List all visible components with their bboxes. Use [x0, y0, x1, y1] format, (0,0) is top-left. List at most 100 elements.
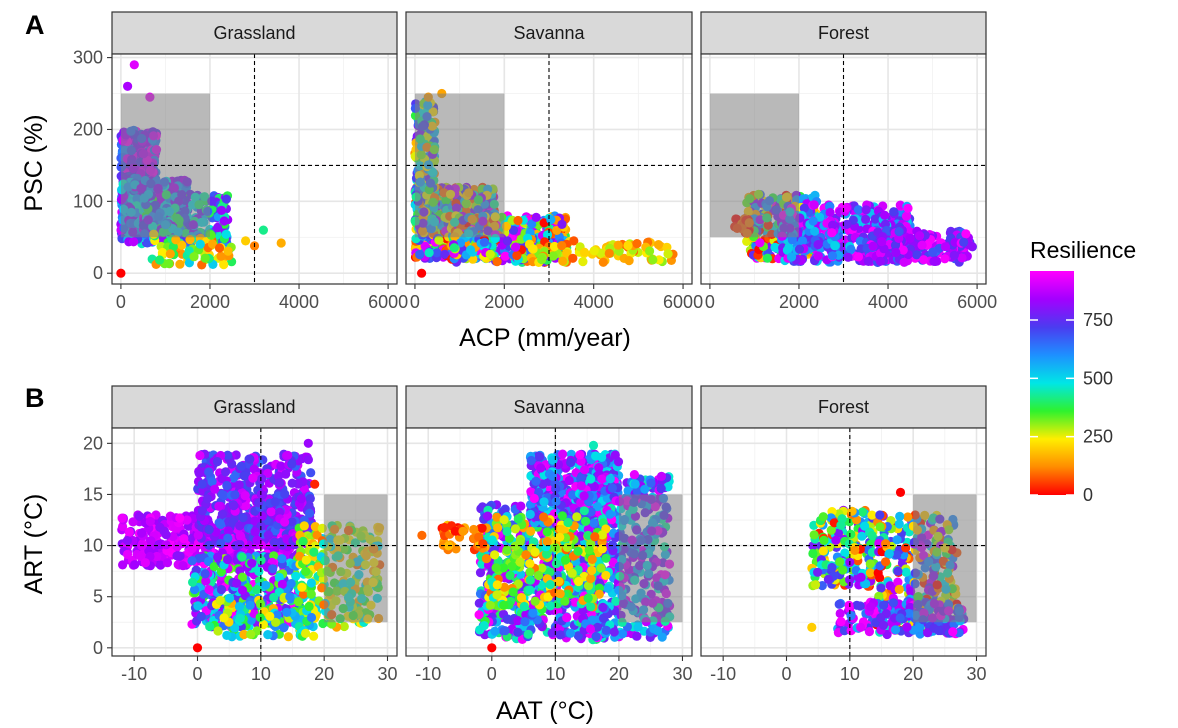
- data-point: [235, 539, 245, 549]
- data-point: [940, 242, 951, 252]
- data-point: [193, 601, 203, 611]
- data-point: [200, 253, 210, 263]
- data-point: [903, 203, 913, 213]
- data-point: [880, 210, 890, 220]
- data-point: [171, 235, 181, 245]
- data-point: [510, 242, 521, 252]
- x-tick-label: 4000: [574, 292, 614, 312]
- data-point: [216, 205, 227, 215]
- data-point: [279, 623, 289, 633]
- data-point: [123, 81, 133, 91]
- data-point: [274, 478, 285, 488]
- data-point: [500, 251, 510, 261]
- data-point: [246, 629, 256, 640]
- data-point: [949, 250, 959, 260]
- facet-panel-b-2: Savanna-10 0 10 20 30: [405, 385, 693, 684]
- x-tick-label: 20: [314, 664, 334, 684]
- data-point: [188, 577, 198, 587]
- data-point: [200, 569, 210, 579]
- data-point: [891, 247, 901, 258]
- data-point: [825, 207, 835, 218]
- data-point: [645, 246, 655, 256]
- data-point: [889, 207, 899, 217]
- data-point: [841, 203, 851, 213]
- x-tick-label: 2000: [190, 292, 230, 312]
- data-point: [129, 237, 139, 247]
- data-point: [280, 489, 290, 499]
- data-point: [168, 242, 178, 252]
- data-point: [492, 257, 502, 267]
- data-point: [808, 216, 818, 226]
- data-point: [192, 643, 203, 653]
- data-point: [162, 558, 173, 568]
- data-point: [194, 468, 204, 478]
- data-point: [197, 479, 207, 489]
- data-point: [221, 467, 231, 477]
- data-point: [578, 257, 588, 267]
- data-point: [269, 592, 279, 603]
- x-tick-label: 0: [410, 292, 420, 312]
- data-point: [216, 585, 227, 595]
- data-point: [145, 516, 155, 527]
- data-point: [195, 239, 205, 249]
- data-point: [146, 536, 156, 546]
- y-tick-label: 0: [93, 263, 103, 283]
- data-point: [861, 214, 871, 224]
- data-point: [301, 555, 311, 565]
- data-point: [137, 528, 147, 538]
- data-point: [238, 513, 248, 523]
- data-point: [222, 480, 232, 491]
- data-point: [306, 612, 317, 623]
- data-point: [175, 513, 185, 523]
- data-point: [221, 194, 231, 204]
- data-point: [204, 525, 214, 535]
- data-point: [877, 237, 887, 247]
- data-point: [129, 60, 139, 70]
- data-point: [225, 593, 235, 603]
- facet-strip-label: Grassland: [213, 397, 295, 417]
- data-point: [959, 237, 969, 247]
- data-point: [285, 592, 295, 602]
- data-point: [513, 215, 523, 226]
- data-point: [185, 235, 195, 245]
- data-point: [905, 233, 915, 243]
- data-point: [297, 582, 307, 592]
- data-point: [245, 454, 255, 464]
- data-point: [528, 244, 538, 254]
- x-tick-label: 0: [116, 292, 126, 312]
- data-point: [235, 613, 245, 623]
- data-point: [230, 490, 240, 500]
- facet-strip-label: Savanna: [513, 23, 585, 43]
- data-point: [558, 256, 568, 266]
- data-point: [257, 511, 267, 521]
- data-point: [301, 628, 311, 639]
- data-point: [219, 216, 229, 226]
- data-point: [263, 630, 273, 640]
- x-tick-label: 4000: [868, 292, 908, 312]
- data-point: [117, 513, 127, 523]
- data-point: [546, 215, 556, 225]
- facet-strip-label: Grassland: [213, 23, 295, 43]
- data-point: [843, 252, 853, 262]
- data-point: [901, 211, 912, 221]
- data-point: [116, 268, 126, 278]
- data-point: [265, 611, 275, 621]
- data-point: [927, 247, 938, 257]
- panel-border: [111, 53, 398, 285]
- data-point: [204, 467, 214, 477]
- data-point: [172, 551, 182, 561]
- data-point: [961, 229, 971, 239]
- data-point: [214, 501, 224, 511]
- data-point: [195, 450, 205, 461]
- data-point: [236, 461, 246, 471]
- data-point: [261, 580, 271, 590]
- data-point: [122, 536, 132, 546]
- data-point: [301, 566, 311, 577]
- data-point: [485, 249, 495, 259]
- data-point: [304, 601, 314, 612]
